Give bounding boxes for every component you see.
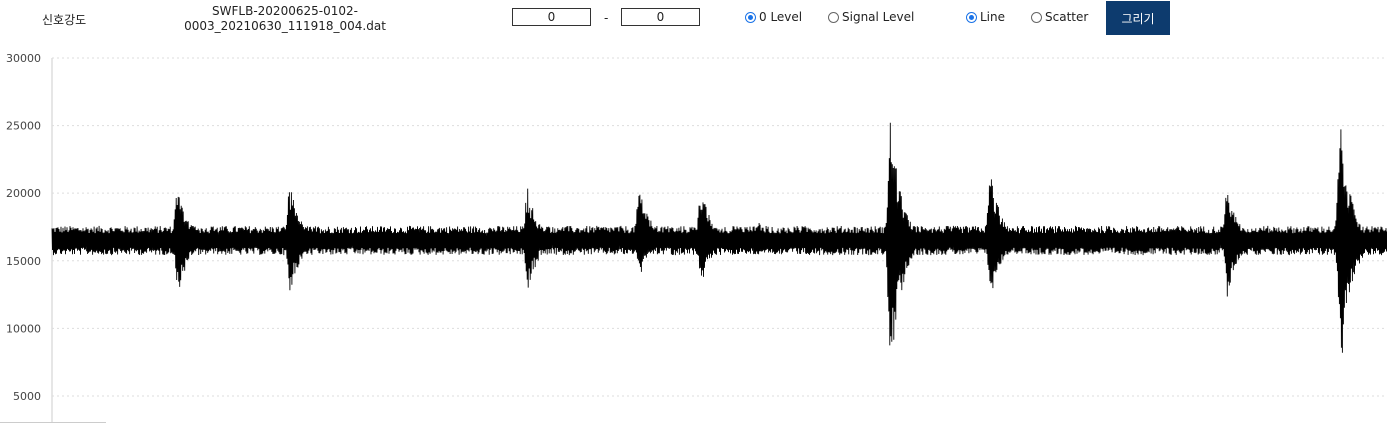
draw-button[interactable]: 그리기 bbox=[1106, 1, 1170, 35]
radio-signal-level[interactable]: Signal Level bbox=[828, 10, 914, 24]
y-tick-label: 25000 bbox=[6, 120, 41, 133]
radio-line[interactable]: Line bbox=[966, 10, 1005, 24]
toolbar: 신호강도 SWFLB-20200625-0102- 0003_20210630_… bbox=[0, 0, 1387, 46]
radio-zero-level-indicator bbox=[745, 11, 756, 23]
y-tick-label: 15000 bbox=[6, 255, 41, 268]
radio-zero-level[interactable]: 0 Level bbox=[745, 10, 802, 24]
range-start-input[interactable] bbox=[512, 8, 591, 26]
radio-signal-level-label: Signal Level bbox=[842, 10, 915, 24]
signal-chart: 5000 10000 15000 20000 25000 30000 bbox=[0, 52, 1387, 423]
signal-strength-label: 신호강도 bbox=[42, 13, 87, 27]
range-end-input[interactable] bbox=[621, 8, 700, 26]
radio-scatter-indicator bbox=[1031, 11, 1042, 23]
radio-line-indicator bbox=[966, 11, 977, 23]
radio-zero-level-label: 0 Level bbox=[759, 10, 803, 24]
y-tick-label: 20000 bbox=[6, 187, 41, 200]
y-tick-label: 10000 bbox=[6, 322, 41, 335]
radio-scatter-label: Scatter bbox=[1045, 10, 1089, 24]
file-name-line-1: SWFLB-20200625-0102- bbox=[212, 4, 358, 18]
radio-line-label: Line bbox=[980, 10, 1006, 24]
y-tick-label: 30000 bbox=[6, 52, 41, 65]
file-name: SWFLB-20200625-0102- 0003_20210630_11191… bbox=[160, 4, 410, 34]
y-tick-label: 5000 bbox=[13, 390, 41, 403]
radio-signal-level-indicator bbox=[828, 11, 839, 23]
range-separator: - bbox=[604, 11, 609, 25]
radio-scatter[interactable]: Scatter bbox=[1031, 10, 1088, 24]
file-name-line-2: 0003_20210630_111918_004.dat bbox=[184, 19, 386, 33]
signal-series-line bbox=[51, 122, 1387, 353]
